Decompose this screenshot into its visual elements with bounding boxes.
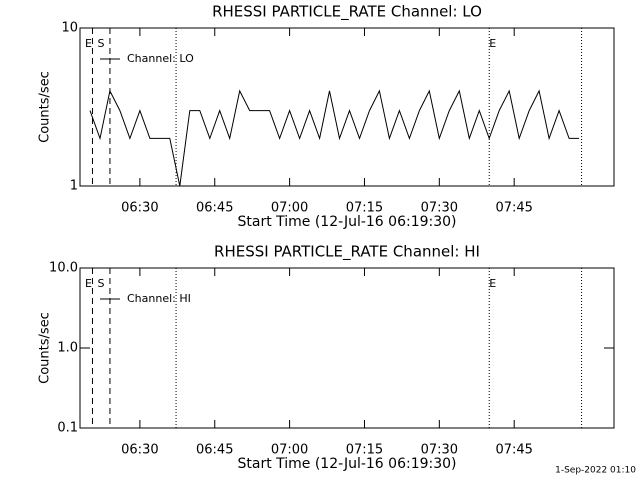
x-tick-label: 07:30 <box>421 443 458 458</box>
annotation: S <box>97 37 104 50</box>
annotation: E <box>489 37 496 50</box>
y-tick-label: 10 <box>61 21 78 36</box>
chart-title: RHESSI PARTICLE_RATE Channel: HI <box>214 243 480 262</box>
data-line <box>89 89 580 187</box>
y-axis-label: Counts/sec <box>38 312 53 384</box>
x-axis-label: Start Time (12-Jul-16 06:19:30) <box>237 456 456 472</box>
x-tick-label: 07:00 <box>271 201 308 216</box>
y-tick-label: 1 <box>70 179 78 194</box>
legend-label: Channel: LO <box>127 52 194 65</box>
x-tick-label: 06:45 <box>196 201 233 216</box>
annotation: E <box>489 277 496 290</box>
x-tick-label: 07:15 <box>346 201 383 216</box>
x-tick-label: 06:30 <box>121 201 158 216</box>
y-axis-label: Counts/sec <box>38 71 53 143</box>
x-tick-label: 07:15 <box>346 443 383 458</box>
annotation: E <box>85 277 92 290</box>
chart-title: RHESSI PARTICLE_RATE Channel: LO <box>212 3 482 22</box>
y-tick-label: 1.0 <box>57 341 78 356</box>
x-tick-label: 07:45 <box>495 201 532 216</box>
annotation: E <box>85 37 92 50</box>
x-axis-label: Start Time (12-Jul-16 06:19:30) <box>237 214 456 230</box>
annotation: S <box>97 277 104 290</box>
legend-label: Channel: HI <box>127 292 191 305</box>
x-tick-label: 06:45 <box>196 443 233 458</box>
y-tick-label: 0.1 <box>57 421 78 436</box>
x-tick-label: 07:30 <box>421 201 458 216</box>
footer: 1-Sep-2022 01:10 <box>555 466 636 476</box>
y-tick-label: 10.0 <box>49 261 78 276</box>
x-tick-label: 07:45 <box>495 443 532 458</box>
x-tick-label: 06:30 <box>121 443 158 458</box>
plot-frame <box>79 27 615 187</box>
x-tick-label: 07:00 <box>271 443 308 458</box>
